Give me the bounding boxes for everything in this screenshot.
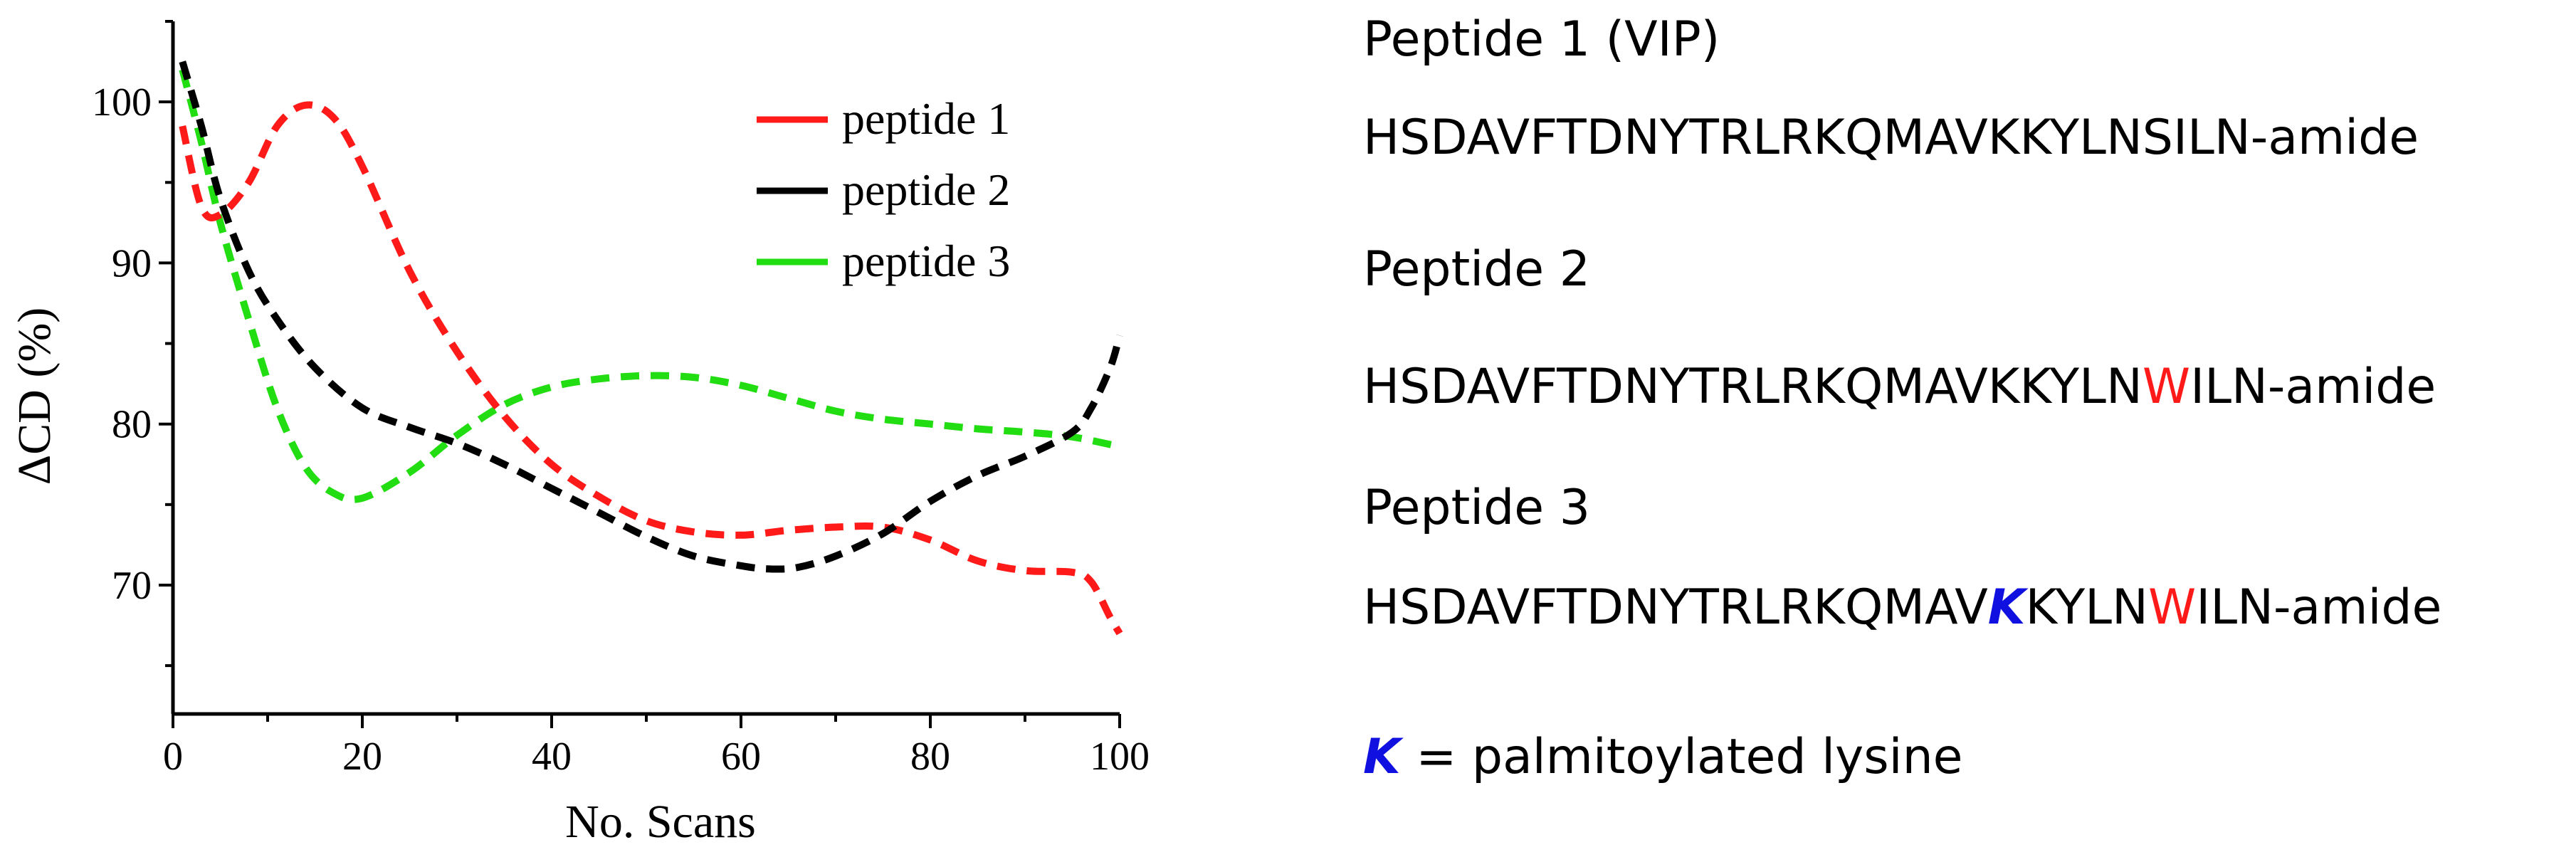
footnote-symbol: K [1363, 729, 1401, 785]
footnote: K = palmitoylated lysine [1363, 733, 1963, 782]
seq-segment: ILN-amide [2196, 579, 2442, 636]
tryptophan-substitution: W [2147, 579, 2197, 636]
peptide-1-title: Peptide 1 (VIP) [1363, 11, 1720, 68]
x-tick-label: 60 [721, 735, 761, 779]
y-axis-title: ΔCD (%) [9, 308, 61, 485]
seq-segment: ILN-amide [2190, 359, 2436, 415]
series-line-peptide-1 [179, 101, 1123, 636]
peptide-3-title: Peptide 3 [1363, 480, 1591, 536]
seq-segment: HSDAVFTDNYTRLRKQMAVKKYLNSILN-amide [1363, 110, 2419, 166]
peptide-2-sequence: HSDAVFTDNYTRLRKQMAVKKYLNWILN-amide [1363, 363, 2436, 411]
x-tick-label: 80 [910, 735, 950, 779]
peptide-2-title: Peptide 2 [1363, 241, 1591, 298]
peptide-1-sequence: HSDAVFTDNYTRLRKQMAVKKYLNSILN-amide [1363, 114, 2419, 162]
x-tick-label: 0 [163, 735, 183, 779]
seq-segment: HSDAVFTDNYTRLRKQMAVKKYLN [1363, 359, 2143, 415]
y-tick-label: 70 [112, 564, 152, 608]
x-tick-label: 40 [532, 735, 572, 779]
x-tick-label: 100 [1090, 735, 1150, 779]
series-line-peptide-3 [179, 68, 1121, 503]
x-axis-title: No. Scans [565, 796, 756, 848]
y-tick-label: 80 [112, 403, 152, 447]
legend-label: peptide 3 [842, 236, 1010, 286]
palmitoylated-lysine: K [1987, 579, 2026, 636]
peptide-3-sequence: HSDAVFTDNYTRLRKQMAVKKYLNWILN-amide [1363, 584, 2441, 632]
x-tick-label: 20 [342, 735, 382, 779]
seq-segment: KYLN [2025, 579, 2148, 636]
legend-label: peptide 2 [842, 164, 1010, 215]
y-tick-label: 90 [112, 241, 152, 285]
tryptophan-substitution: W [2142, 359, 2191, 415]
y-tick-label: 100 [92, 80, 152, 125]
footnote-text: = palmitoylated lysine [1400, 729, 1963, 785]
delta-cd-chart: 0 20 40 60 80 100 70 80 90 100 No. Scans ΔCD (%) pe… [9, 20, 1150, 848]
seq-segment: HSDAVFTDNYTRLRKQMAV [1363, 579, 1988, 636]
legend-label: peptide 1 [842, 93, 1010, 144]
